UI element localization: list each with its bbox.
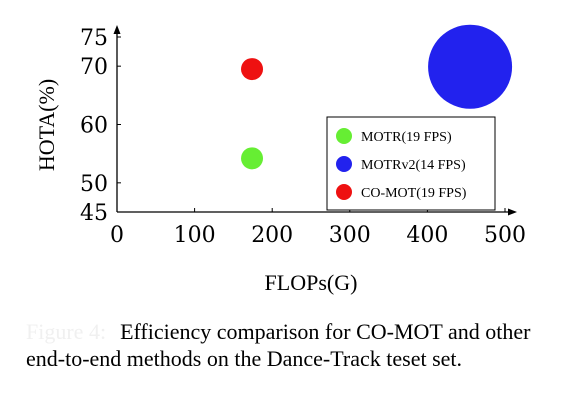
legend-label: MOTRv2(14 FPS) [361, 158, 466, 173]
legend-box [326, 116, 496, 211]
legend-marker [336, 184, 352, 200]
x-axis-label: FLOPs(G) [265, 270, 358, 295]
legend-label: CO-MOT(19 FPS) [361, 186, 467, 201]
data-point [428, 24, 513, 109]
x-tick-label: 200 [251, 223, 293, 248]
tick-labels: 0 100 200 300 400 500 45 50 60 70 75 [80, 26, 526, 248]
y-tick-label: 50 [80, 172, 108, 197]
caption-text: Efficiency comparison for CO-MOT and oth… [26, 319, 531, 371]
scatter-chart: 0 100 200 300 400 500 45 50 60 70 75 FLOPs(G) HOTA… [34, 24, 526, 295]
data-point [241, 147, 264, 170]
y-tick-label: 70 [80, 55, 108, 80]
axes [113, 25, 517, 216]
y-axis-label: HOTA(%) [34, 79, 59, 171]
legend-marker [336, 156, 352, 172]
data-points [241, 24, 513, 170]
x-tick-label: 0 [110, 223, 124, 248]
x-tick-label: 100 [174, 223, 216, 248]
x-tick-label: 500 [484, 223, 526, 248]
legend-label: MOTR(19 FPS) [361, 130, 452, 145]
y-tick-label: 75 [80, 26, 108, 51]
x-tick-label: 400 [406, 223, 448, 248]
data-point [241, 58, 264, 81]
y-axis-arrow [113, 25, 121, 34]
y-tick-label: 45 [80, 201, 108, 226]
x-axis-arrow [508, 208, 517, 216]
x-tick-label: 300 [329, 223, 371, 248]
y-tick-label: 60 [80, 114, 108, 139]
legend: MOTR(19 FPS) MOTRv2(14 FPS) CO-MOT(19 FPS) [326, 116, 496, 211]
legend-marker [336, 128, 352, 144]
caption-label: Figure 4: [26, 319, 107, 344]
figure-caption: Figure 4: Efficiency comparison for CO-MO… [26, 318, 546, 372]
